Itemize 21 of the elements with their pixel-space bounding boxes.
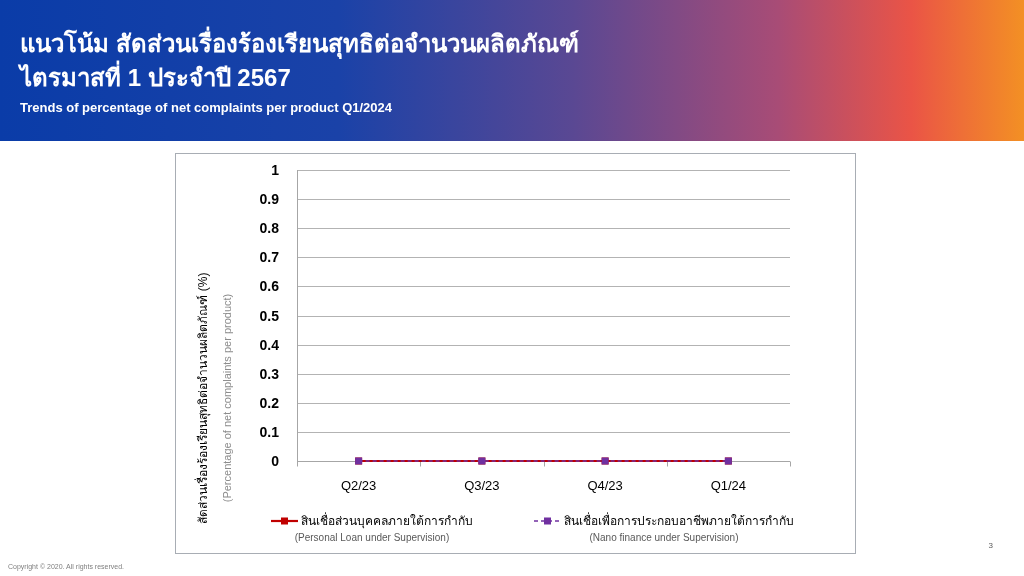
y-axis-title: สัดส่วนเรื่องร้องเรียนสุทธิต่อจำนวนผลิตภัณฑ์ (%) (Percentage of net complaints per product) [194,272,233,524]
y-tick-label: 1 [271,162,280,178]
y-tick-label: 0.9 [259,191,280,208]
text: 3 [988,541,994,550]
y-tick-label: 0.4 [259,336,280,353]
y-tick-label: 0.7 [259,249,280,266]
y-tick-label: 0.3 [259,365,280,382]
x-tick-label: Q4/23 [587,478,623,493]
x-tick-label: Q2/23 [340,478,377,493]
legend-label: สินเชื่อเพื่อการประกอบอาชีพภายใต้การกำกับ (Nano finance under Supervision) [564,512,794,543]
y-tick-label: 0.5 [259,307,280,324]
y-tick-label: 0.8 [259,220,280,237]
y-tick-label: 0.6 [259,278,280,295]
y-tick-label: 0 [271,453,280,469]
y-tick-label: 0.2 [259,394,280,411]
chart-subtitle: Trends of percentage of net complaints per product Q1/2024 [20,100,393,115]
x-tick-label: Q3/23 [464,478,500,493]
legend-label: สินเชื่อส่วนบุคคลภายใต้การกำกับ (Personal Loan under Supervision) [294,512,473,543]
chart-title: แนวโน้ม สัดส่วนเรื่องร้องเรียนสุทธิต่อจำนวนผลิตภัณฑ์ ไตรมาสที่ 1 ประจำปี 2567 [17,26,579,91]
x-tick-label: Q1/24 [710,478,747,493]
y-tick-label: 0.1 [259,423,280,440]
